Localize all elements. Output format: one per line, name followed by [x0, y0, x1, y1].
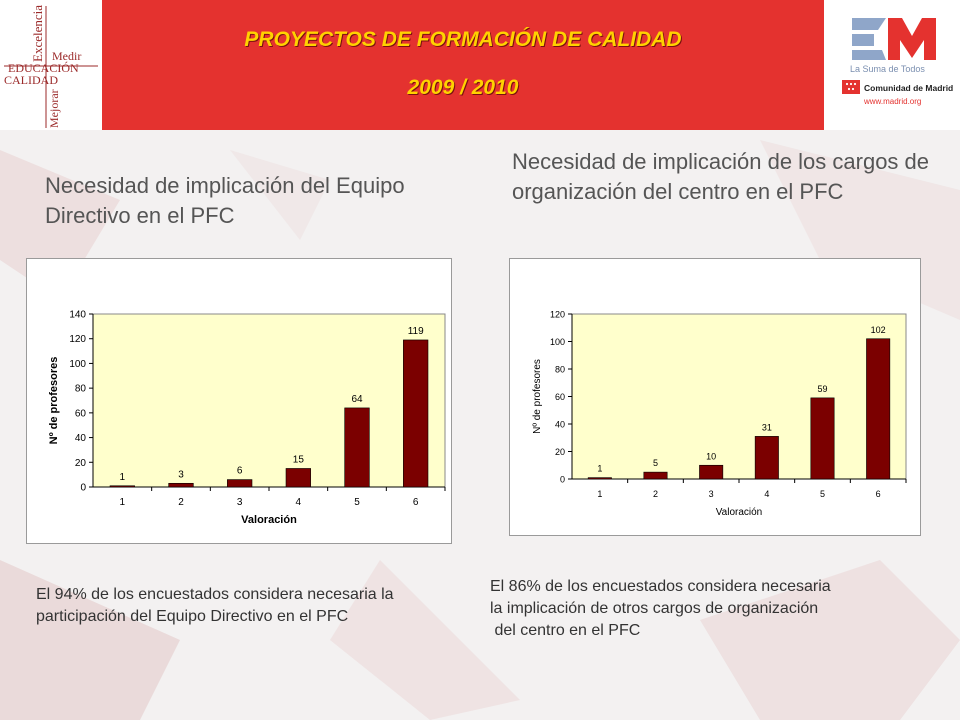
bar: [810, 397, 835, 480]
x-tick-label: 6: [413, 497, 419, 508]
x-tick-label: 6: [876, 489, 881, 499]
left-chart-conclusion: El 94% de los encuestados considera nece…: [36, 586, 394, 625]
logo-word-mejorar: Mejorar: [47, 89, 61, 128]
left-chart-heading: Necesidad de implicación del Equipo Dire…: [45, 173, 405, 228]
y-tick-label: 100: [550, 337, 565, 347]
bar: [344, 407, 370, 488]
y-axis-title: Nº de profesores: [532, 359, 543, 434]
y-tick-label: 120: [69, 334, 86, 345]
bar-value-label: 3: [178, 469, 184, 480]
y-tick-label: 80: [555, 365, 565, 375]
bar-value-label: 6: [237, 466, 243, 477]
y-tick-label: 80: [75, 384, 87, 395]
y-tick-label: 60: [75, 408, 87, 419]
equipo-directivo-chart-frame: 0 20 40 60 80 100 120 140 1 1 3 2 6 3 15 4 64 5 119 6 Valora…: [26, 258, 452, 544]
right-conclusion-line: El 86% de los encuestados considera nece…: [490, 578, 831, 595]
bar: [699, 464, 724, 480]
bar-value-label: 10: [706, 451, 716, 461]
x-tick-label: 4: [764, 489, 769, 499]
plot-area: [92, 313, 446, 488]
bar: [587, 477, 612, 480]
page-title: PROYECTOS DE FORMACIÓN DE CALIDAD: [244, 28, 682, 51]
madrid-flag-icon: [842, 80, 860, 94]
bar: [754, 436, 779, 480]
y-tick-label: 20: [555, 447, 565, 457]
y-tick-label: 60: [555, 392, 565, 402]
page-subtitle-year: 2009 / 2010: [407, 76, 519, 99]
header: Excelencia Medir EDUCACIÓN CALIDAD Mejor…: [0, 0, 960, 130]
calidad-logo: Excelencia Medir EDUCACIÓN CALIDAD Mejor…: [0, 0, 103, 130]
x-axis-title: Valoración: [716, 507, 763, 518]
x-tick-label: 1: [120, 497, 126, 508]
y-tick-label: 100: [69, 359, 86, 370]
bar-value-label: 1: [597, 464, 602, 474]
x-tick-label: 2: [178, 497, 184, 508]
bar: [109, 485, 135, 488]
right-chart-conclusion: El 86% de los encuestados considera nece…: [490, 576, 950, 642]
bar: [643, 471, 668, 480]
y-tick-label: 20: [75, 458, 87, 469]
bar: [168, 482, 194, 488]
logo-word-excelencia: Excelencia: [30, 5, 45, 62]
right-conclusion-line: la implicación de otros cargos de organi…: [490, 600, 819, 617]
logo-word-educacion: EDUCACIÓN: [8, 61, 79, 75]
x-tick-label: 3: [709, 489, 714, 499]
y-tick-label: 0: [80, 483, 86, 494]
equipo-directivo-bar-chart: 0 20 40 60 80 100 120 140 1 1 3 2 6 3 15 4 64 5 119 6 Valora…: [48, 310, 446, 526]
x-tick-label: 3: [237, 497, 243, 508]
plot-area: [571, 313, 907, 480]
bar-value-label: 102: [871, 325, 886, 335]
bar-value-label: 15: [293, 454, 305, 465]
y-axis-title: Nº de profesores: [48, 357, 60, 445]
right-chart-heading: Necesidad de implicación de los cargos d…: [512, 149, 930, 204]
y-tick-label: 40: [75, 433, 87, 444]
y-tick-label: 0: [560, 475, 565, 485]
x-axis-title: Valoración: [241, 514, 297, 526]
bar-value-label: 64: [351, 394, 363, 405]
madrid-org-name: Comunidad de Madrid: [864, 83, 953, 93]
x-tick-label: 1: [597, 489, 602, 499]
bar-value-label: 119: [408, 326, 424, 337]
x-tick-label: 4: [296, 497, 302, 508]
x-tick-label: 5: [820, 489, 825, 499]
y-tick-label: 140: [69, 310, 86, 321]
bar-value-label: 31: [762, 422, 772, 432]
bar: [866, 338, 891, 480]
logo-word-medir: Medir: [52, 49, 81, 63]
bar-value-label: 59: [817, 384, 827, 394]
bar: [403, 339, 429, 488]
bar: [285, 468, 311, 488]
bar-value-label: 5: [653, 458, 658, 468]
x-tick-label: 5: [354, 497, 360, 508]
bar-value-label: 1: [120, 472, 126, 483]
madrid-url: www.madrid.org: [863, 97, 921, 106]
cargos-organizacion-chart-frame: 0 20 40 60 80 100 120 1 1 5 2 10 3 31 4 59 5 102 6 Valoraci…: [509, 258, 921, 536]
madrid-tagline: La Suma de Todos: [850, 64, 925, 74]
title-band: PROYECTOS DE FORMACIÓN DE CALIDAD 2009 /…: [102, 0, 824, 130]
logo-word-calidad: CALIDAD: [4, 73, 58, 87]
cargos-organizacion-bar-chart: 0 20 40 60 80 100 120 1 1 5 2 10 3 31 4 59 5 102 6 Valoraci…: [532, 310, 907, 518]
y-tick-label: 120: [550, 310, 565, 320]
right-conclusion-line: del centro en el PFC: [490, 622, 641, 639]
x-tick-label: 2: [653, 489, 658, 499]
comunidad-madrid-logo: La Suma de Todos Comunidad de Madrid www…: [824, 0, 960, 130]
bar: [227, 479, 253, 488]
y-tick-label: 40: [555, 420, 565, 430]
